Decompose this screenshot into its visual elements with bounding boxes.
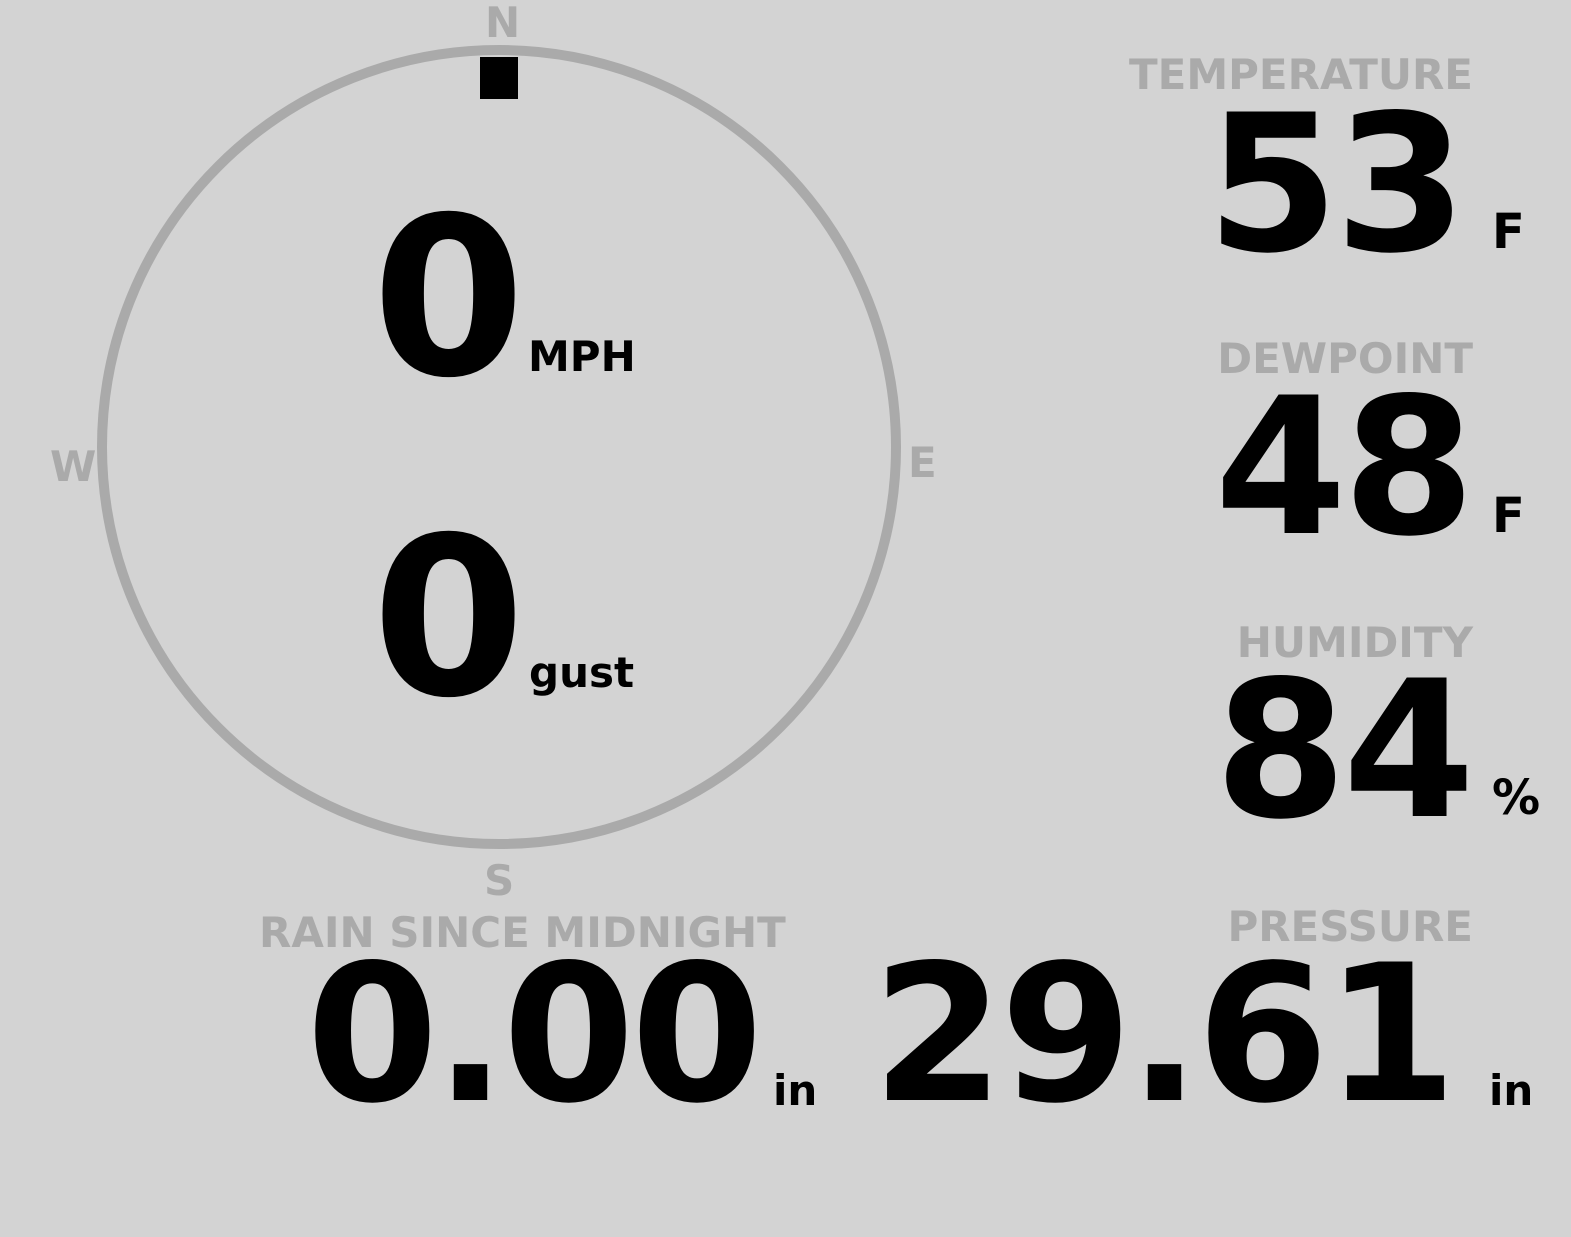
wind-speed-value: 0: [372, 170, 526, 426]
rain-label: RAIN SINCE MIDNIGHT: [259, 908, 786, 957]
wind-gust-value: 0: [372, 490, 526, 746]
compass-south-label: S: [484, 856, 515, 905]
pressure-unit: in: [1489, 1066, 1534, 1115]
humidity-label: HUMIDITY: [1236, 618, 1473, 667]
dewpoint-value: 48: [1214, 357, 1475, 578]
pressure-panel: PRESSURE: [1227, 906, 1473, 948]
wind-speed-unit: MPH: [528, 332, 636, 381]
compass-north-label: N: [485, 0, 521, 47]
pressure-label: PRESSURE: [1227, 902, 1473, 951]
temperature-value: 53: [1206, 74, 1467, 295]
pressure-value: 29.61: [872, 924, 1457, 1145]
rain-unit: in: [773, 1066, 818, 1115]
wind-direction-marker: [480, 57, 518, 99]
compass-ring: [97, 45, 901, 849]
dewpoint-unit: F: [1492, 488, 1525, 544]
dewpoint-label: DEWPOINT: [1217, 334, 1473, 383]
temperature-panel: TEMPERATURE: [1129, 54, 1473, 96]
rain-value: 0.00: [306, 924, 763, 1145]
temperature-unit: F: [1492, 204, 1525, 260]
dewpoint-panel: DEWPOINT: [1217, 338, 1473, 380]
compass-east-label: E: [908, 438, 937, 487]
temperature-label: TEMPERATURE: [1129, 50, 1473, 99]
compass-circle: [97, 45, 901, 849]
humidity-value: 84: [1214, 640, 1475, 861]
compass-west-label: W: [50, 442, 97, 491]
humidity-panel: HUMIDITY: [1237, 622, 1473, 664]
humidity-unit: %: [1492, 770, 1541, 826]
wind-gust-unit: gust: [529, 648, 635, 697]
